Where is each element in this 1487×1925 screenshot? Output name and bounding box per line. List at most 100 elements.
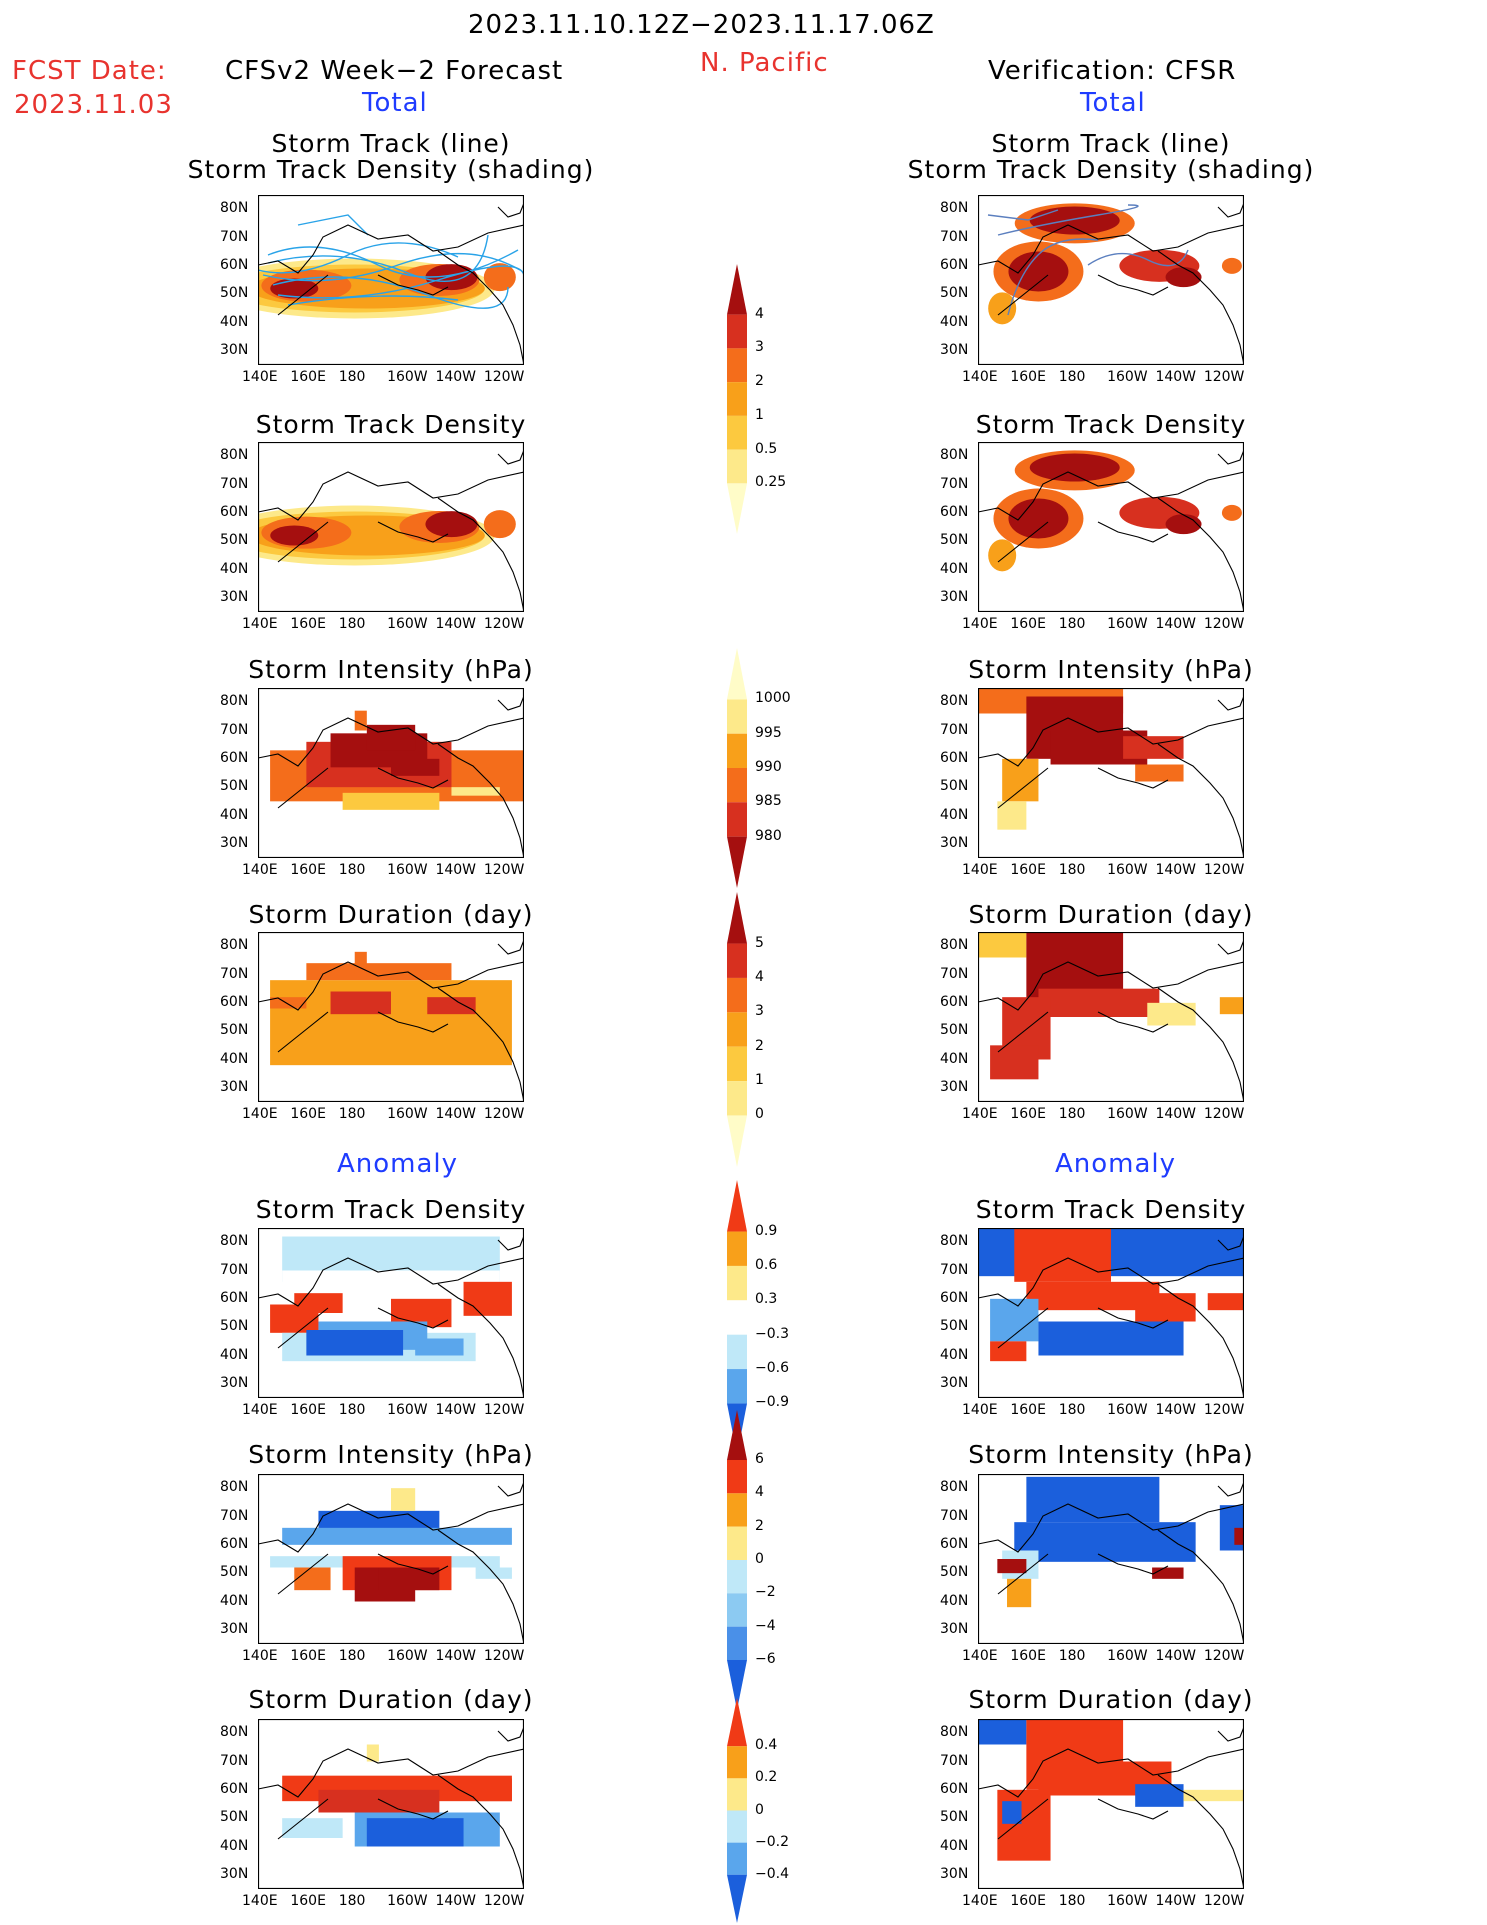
lat-tick-label: 80N [940,937,969,954]
lon-tick-label: 160E [1010,1648,1046,1664]
lon-tick-label: 160W [387,369,428,385]
lon-tick-label: 160W [1107,1648,1148,1664]
lon-tick-label: 140W [1155,1402,1197,1418]
panel-subtitle: Storm Track Density (shading) [907,155,1315,184]
coastline [277,767,329,809]
lat-tick-label: 40N [220,1592,249,1609]
lon-tick-label: 160E [290,862,326,878]
shade-block [270,997,307,1009]
shade-block [391,1488,416,1511]
shade-block [997,1559,1027,1574]
colorbar-swatch [727,1746,747,1779]
shade-block [990,1341,1027,1362]
map-left-anom_density [258,1228,524,1398]
lon-tick-label: 180 [338,1648,366,1664]
lon-tick-label: 140W [435,1648,477,1664]
lon-tick-label: 160W [387,1106,428,1122]
lat-tick-label: 30N [220,341,249,358]
lon-tick-label: 120W [1203,369,1245,385]
coastline [497,695,524,711]
colorbar-label: 4 [755,1484,764,1501]
shade-region [425,264,478,291]
colorbar-swatch [727,1874,747,1923]
storm-track-line [277,265,524,299]
lon-tick-label: 140E [242,1648,278,1664]
colorbar-swatch [727,1842,747,1875]
colorbar-label: 0 [755,1106,764,1123]
lon-tick-label: 140E [242,1402,278,1418]
map-frame [258,688,524,858]
colorbar-label: 0 [755,1801,764,1818]
lat-tick-label: 30N [940,1078,969,1095]
lat-tick-label: 70N [220,721,249,738]
coastline [1217,1235,1244,1251]
shade-block [997,1789,1051,1861]
lon-tick-label: 120W [483,1648,525,1664]
lon-tick-label: 160W [1107,1106,1148,1122]
colorbar-label: 5 [755,934,764,951]
shade-block [1219,997,1244,1015]
lon-tick-label: 140E [962,369,998,385]
panel-title: Storm Intensity (hPa) [248,1440,534,1469]
shade-region [1029,206,1120,235]
lat-tick-label: 30N [940,588,969,605]
colorbar-swatch [727,1300,747,1335]
coastline [377,521,449,543]
coastline [437,1283,524,1398]
lon-tick-label: 160E [1010,1893,1046,1909]
coastline [258,224,524,274]
lat-tick-label: 50N [220,1564,249,1581]
lon-tick-label: 160E [1010,1106,1046,1122]
coastline [1217,1481,1244,1497]
lon-tick-label: 140W [435,616,477,632]
shade-block [475,1778,512,1802]
coastline [497,1235,524,1251]
panel-title: Storm Intensity (hPa) [968,655,1254,684]
lon-tick-label: 180 [338,616,366,632]
map-right-intensity [978,688,1244,858]
colorbar-label: 1 [755,1072,764,1089]
lat-tick-label: 80N [220,1479,249,1496]
shade-block [318,1789,440,1813]
lat-tick-label: 40N [940,1346,969,1363]
shade-region [1029,453,1120,482]
lat-tick-label: 30N [220,588,249,605]
lat-tick-label: 40N [940,313,969,330]
lon-tick-label: 140E [242,616,278,632]
lon-tick-label: 160E [290,369,326,385]
shade-block [978,932,1027,958]
colorbar-swatch [727,892,747,944]
colorbar-swatch [727,1460,747,1494]
colorbar-swatch [727,1231,747,1266]
colorbar-label: 4 [755,968,764,985]
shade-block [1002,1801,1022,1824]
storm-track-line [1087,249,1189,267]
colorbar-label: −2 [755,1584,776,1601]
lat-tick-label: 30N [220,1374,249,1391]
coastline [997,767,1049,809]
lat-tick-label: 50N [940,532,969,549]
lon-tick-label: 160W [1107,369,1148,385]
map-frame [978,1228,1244,1398]
lat-tick-label: 60N [220,256,249,273]
coastline [1097,1011,1169,1033]
coastline [1097,1307,1169,1329]
coastline [377,1798,449,1820]
lat-tick-label: 30N [220,1078,249,1095]
map-right-anom_density [978,1228,1244,1398]
colorbar-label: 1000 [755,690,791,707]
colorbar-label: 0.6 [755,1256,778,1273]
map-left-density [258,442,524,612]
fcst-date-label: FCST Date: [12,56,167,86]
colorbar-swatch [727,1810,747,1843]
lat-tick-label: 40N [940,806,969,823]
map-left-anom_intensity [258,1474,524,1644]
storm-track-line [267,234,489,282]
shade-block [1234,1527,1244,1545]
colorbar-swatch [727,1626,747,1660]
coastline [997,1553,1049,1595]
lon-tick-label: 120W [1203,616,1245,632]
coastline [377,1307,449,1329]
map-left-track [258,195,524,365]
panel-title: Storm Track Density [975,410,1247,439]
